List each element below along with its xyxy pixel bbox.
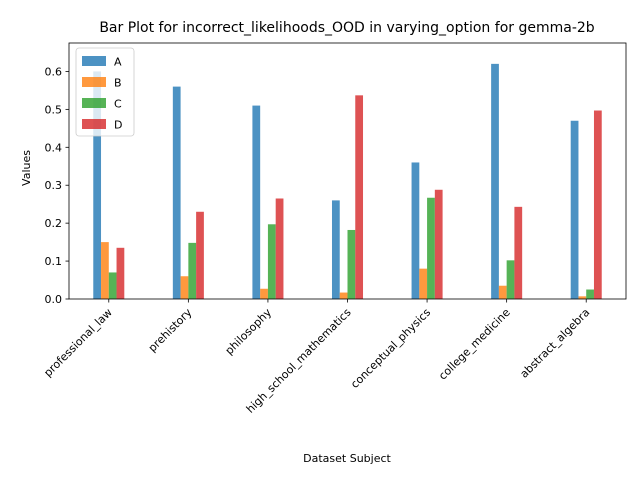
- bar-D-professional_law: [116, 247, 125, 299]
- bar-D-philosophy: [275, 198, 284, 299]
- bar-D-college_medicine: [514, 206, 523, 299]
- bar-C-conceptual_physics: [427, 197, 435, 299]
- bar-B-abstract_algebra: [578, 296, 587, 299]
- bar-A-abstract_algebra: [570, 120, 579, 299]
- bar-C-abstract_algebra: [586, 289, 594, 299]
- x-tick-label: conceptual_physics: [348, 306, 433, 391]
- y-tick-label: 0.2: [45, 217, 63, 230]
- bar-D-abstract_algebra: [593, 110, 602, 299]
- bar-B-professional_law: [101, 242, 109, 299]
- legend-swatch-A: [82, 56, 106, 66]
- bar-D-conceptual_physics: [434, 189, 443, 299]
- bar-D-high_school_mathematics: [355, 95, 364, 299]
- bar-D-prehistory: [196, 211, 204, 299]
- legend-swatch-D: [82, 119, 106, 129]
- legend-label-D: D: [114, 119, 122, 132]
- bar-B-prehistory: [180, 276, 189, 299]
- x-tick-label: abstract_algebra: [518, 306, 593, 381]
- bar-C-prehistory: [188, 242, 197, 299]
- y-tick-label: 0.4: [45, 141, 63, 154]
- bar-B-college_medicine: [498, 285, 507, 299]
- bar-C-high_school_mathematics: [347, 229, 356, 299]
- legend-swatch-B: [82, 77, 106, 87]
- bar-B-philosophy: [260, 288, 268, 299]
- bar-A-professional_law: [93, 71, 102, 299]
- bar-A-conceptual_physics: [411, 162, 420, 299]
- y-tick-label: 0.1: [45, 255, 63, 268]
- bar-A-philosophy: [252, 105, 261, 299]
- bar-C-college_medicine: [506, 260, 515, 299]
- bar-C-philosophy: [267, 224, 276, 299]
- x-tick-label: college_medicine: [436, 306, 513, 383]
- legend-label-C: C: [114, 98, 122, 111]
- x-tick-label: philosophy: [223, 306, 275, 358]
- y-tick-label: 0.0: [45, 293, 63, 306]
- legend-label-B: B: [114, 77, 122, 90]
- bar-B-conceptual_physics: [419, 268, 428, 299]
- bar-B-high_school_mathematics: [339, 292, 348, 299]
- chart-title: Bar Plot for incorrect_likelihoods_OOD i…: [99, 20, 594, 36]
- y-axis-label: Values: [20, 150, 33, 186]
- bar-A-prehistory: [172, 86, 181, 299]
- y-tick-label: 0.3: [45, 179, 63, 192]
- bar-A-college_medicine: [491, 63, 499, 299]
- x-tick-label: prehistory: [146, 306, 195, 355]
- bar-A-high_school_mathematics: [331, 200, 340, 299]
- x-axis-label: Dataset Subject: [303, 452, 391, 465]
- legend-label-A: A: [114, 56, 122, 69]
- x-tick-label: professional_law: [41, 306, 115, 380]
- y-tick-label: 0.6: [45, 65, 63, 78]
- y-tick-label: 0.5: [45, 103, 63, 116]
- legend-box: [75, 47, 135, 137]
- bar-C-professional_law: [108, 272, 117, 299]
- legend-swatch-C: [82, 98, 106, 108]
